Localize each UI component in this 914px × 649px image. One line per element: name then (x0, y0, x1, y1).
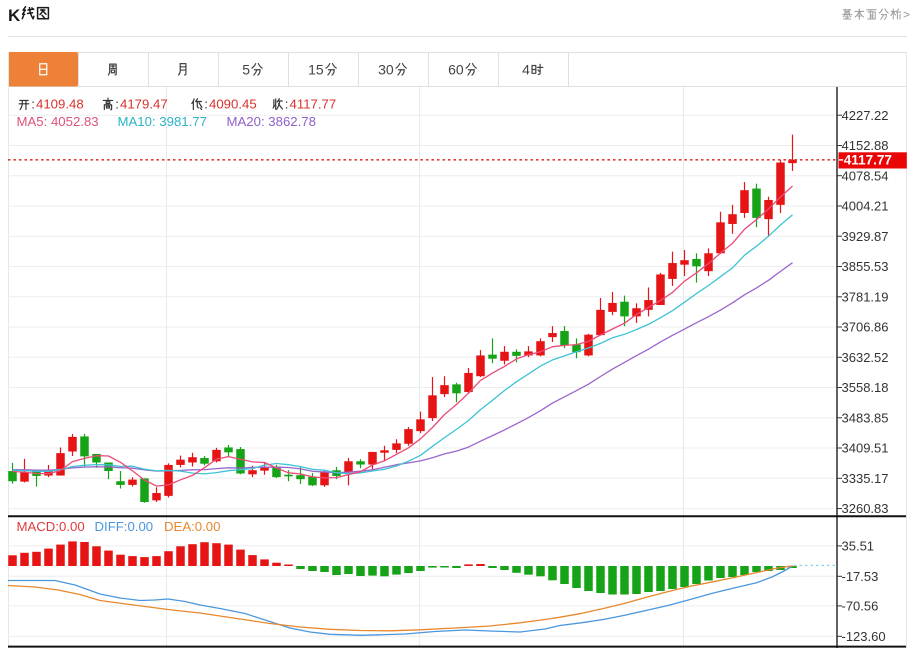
svg-text:K: K (8, 6, 21, 25)
svg-text:35.51: 35.51 (842, 539, 875, 554)
svg-text:30: 30 (378, 62, 394, 78)
svg-text::: : (115, 97, 119, 112)
svg-text:3558.18: 3558.18 (842, 380, 889, 395)
svg-text:15: 15 (308, 62, 324, 78)
svg-text:3409.51: 3409.51 (842, 441, 889, 456)
svg-text:3335.17: 3335.17 (842, 471, 889, 486)
svg-text:MA10: 3981.77: MA10: 3981.77 (118, 114, 207, 129)
svg-text:4: 4 (522, 62, 530, 78)
svg-text:3632.52: 3632.52 (842, 350, 889, 365)
svg-text:4117.77: 4117.77 (290, 97, 337, 112)
svg-text:4078.54: 4078.54 (842, 168, 889, 183)
svg-text:4227.22: 4227.22 (842, 108, 889, 123)
svg-text:DEA:0.00: DEA:0.00 (164, 519, 220, 534)
svg-text:-123.60: -123.60 (842, 629, 886, 644)
svg-text:3855.53: 3855.53 (842, 259, 889, 274)
svg-text:MA20: 3862.78: MA20: 3862.78 (227, 114, 316, 129)
svg-text:3483.85: 3483.85 (842, 410, 889, 425)
svg-text:MACD:0.00: MACD:0.00 (17, 519, 85, 534)
svg-text:3260.83: 3260.83 (842, 501, 889, 516)
svg-text:4179.47: 4179.47 (120, 97, 168, 112)
svg-text:>: > (903, 8, 910, 22)
svg-text:3929.87: 3929.87 (842, 229, 889, 244)
svg-text::: : (31, 97, 35, 112)
svg-text:4109.48: 4109.48 (36, 97, 84, 112)
svg-text:-70.56: -70.56 (842, 599, 879, 614)
svg-text:3706.86: 3706.86 (842, 320, 889, 335)
svg-text:4117.77: 4117.77 (844, 153, 892, 168)
svg-text:4152.88: 4152.88 (842, 138, 889, 153)
svg-text::: : (285, 97, 289, 112)
svg-text::: : (204, 97, 208, 112)
svg-text:4090.45: 4090.45 (209, 97, 257, 112)
svg-text:4004.21: 4004.21 (842, 199, 889, 214)
svg-text:-17.53: -17.53 (842, 569, 879, 584)
svg-text:60: 60 (448, 62, 464, 78)
svg-text:5: 5 (242, 62, 250, 78)
svg-text:MA5: 4052.83: MA5: 4052.83 (17, 114, 99, 129)
svg-text:3781.19: 3781.19 (842, 289, 889, 304)
svg-text:DIFF:0.00: DIFF:0.00 (95, 519, 154, 534)
